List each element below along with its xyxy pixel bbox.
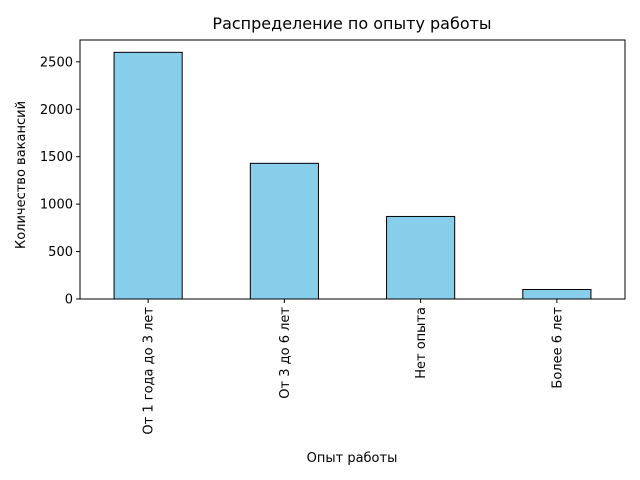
bar xyxy=(113,51,183,300)
bar xyxy=(522,289,592,300)
chart-title: Распределение по опыту работы xyxy=(212,14,491,33)
x-tick-label: Нет опыта xyxy=(414,307,429,379)
y-tick-label: 2000 xyxy=(40,103,73,118)
y-tick-label: 1500 xyxy=(40,150,73,165)
plot-frame xyxy=(79,39,626,300)
y-tick-label: 500 xyxy=(48,245,73,260)
x-tick-label: Более 6 лет xyxy=(550,307,565,389)
y-tick-label: 0 xyxy=(65,293,73,308)
plot-area: 0 500 1000 1500 2000 2500 От 1 года до 3 лет От… xyxy=(40,39,626,435)
x-tick-label: От 3 до 6 лет xyxy=(278,307,293,399)
y-axis-label: Количество вакансий xyxy=(14,101,29,249)
y-tick-label: 2500 xyxy=(40,55,73,70)
y-tick-label: 1000 xyxy=(40,198,73,213)
x-axis-label: Опыт работы xyxy=(307,451,398,466)
bar xyxy=(249,162,319,300)
bar xyxy=(386,215,456,300)
x-tick-label: От 1 года до 3 лет xyxy=(142,307,157,435)
